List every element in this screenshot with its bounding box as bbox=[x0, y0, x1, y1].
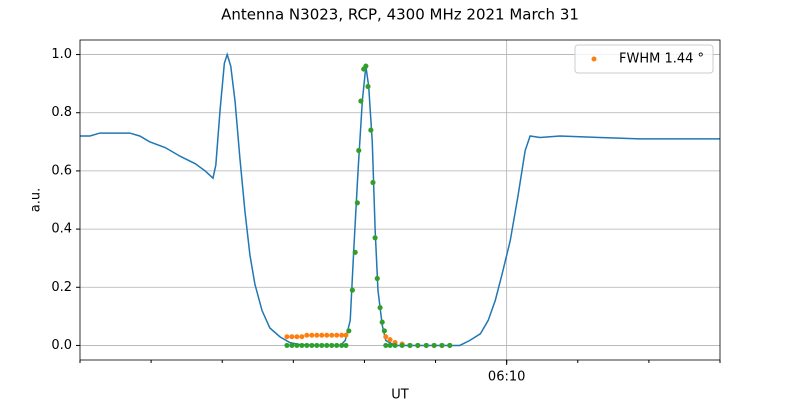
point bbox=[399, 342, 405, 348]
point bbox=[299, 342, 305, 348]
point bbox=[368, 127, 374, 133]
point bbox=[447, 342, 453, 348]
point bbox=[356, 148, 362, 154]
point bbox=[346, 328, 352, 334]
point bbox=[383, 334, 389, 340]
point bbox=[319, 332, 325, 338]
point bbox=[374, 276, 380, 282]
point bbox=[294, 334, 300, 340]
point bbox=[309, 332, 315, 338]
point bbox=[370, 180, 376, 186]
point bbox=[334, 332, 340, 338]
point bbox=[407, 342, 413, 348]
point bbox=[289, 334, 295, 340]
point bbox=[343, 332, 349, 338]
line bbox=[80, 52, 720, 347]
point bbox=[304, 332, 310, 338]
y-tick-label: 0.4 bbox=[51, 222, 72, 237]
point bbox=[284, 334, 290, 340]
point bbox=[387, 337, 393, 343]
point bbox=[431, 342, 437, 348]
point bbox=[354, 200, 360, 206]
point bbox=[329, 342, 335, 348]
point bbox=[381, 328, 387, 334]
point bbox=[314, 342, 320, 348]
point bbox=[379, 319, 385, 325]
x-axis-label: UT bbox=[391, 388, 409, 400]
y-tick-label: 0.8 bbox=[51, 105, 72, 120]
point bbox=[372, 235, 378, 241]
point bbox=[329, 332, 335, 338]
chart-title: Antenna N3023, RCP, 4300 MHz 2021 March … bbox=[221, 6, 579, 24]
legend-marker bbox=[591, 56, 597, 62]
point bbox=[284, 342, 290, 348]
point bbox=[387, 342, 393, 348]
point bbox=[439, 342, 445, 348]
point bbox=[343, 342, 349, 348]
point bbox=[352, 249, 358, 255]
axes-frame bbox=[79, 39, 721, 361]
point bbox=[339, 332, 345, 338]
point bbox=[383, 342, 389, 348]
y-tick-label: 0.0 bbox=[51, 338, 72, 353]
point bbox=[363, 63, 369, 69]
point bbox=[309, 342, 315, 348]
y-tick-label: 0.6 bbox=[51, 163, 72, 178]
point bbox=[334, 342, 340, 348]
point bbox=[365, 84, 371, 90]
legend-label: FWHM 1.44 ° bbox=[619, 52, 704, 67]
x-tick-label: 06:10 bbox=[488, 370, 525, 385]
y-tick-label: 1.0 bbox=[51, 47, 72, 62]
point bbox=[377, 305, 383, 311]
y-tick-label: 0.2 bbox=[51, 280, 72, 295]
point bbox=[324, 332, 330, 338]
y-axis-label: a.u. bbox=[29, 188, 44, 212]
point bbox=[314, 332, 320, 338]
point bbox=[294, 342, 300, 348]
point bbox=[339, 342, 345, 348]
point bbox=[415, 342, 421, 348]
point bbox=[423, 342, 429, 348]
point bbox=[358, 98, 364, 104]
point bbox=[349, 287, 355, 293]
point bbox=[324, 342, 330, 348]
point bbox=[319, 342, 325, 348]
point bbox=[392, 342, 398, 348]
legend-box bbox=[574, 44, 714, 74]
point bbox=[299, 334, 305, 340]
point bbox=[304, 342, 310, 348]
point bbox=[289, 342, 295, 348]
